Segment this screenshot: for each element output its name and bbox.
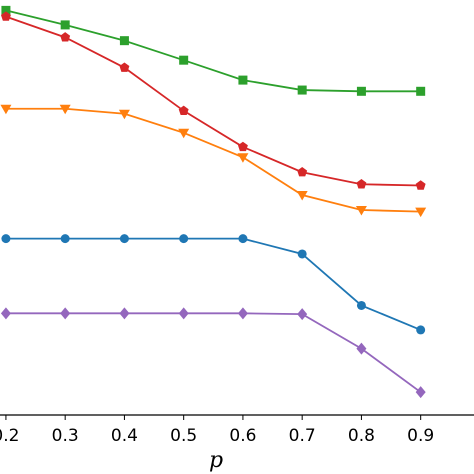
- series-5-point: [60, 307, 71, 320]
- series-5-point: [237, 307, 248, 320]
- series-4-point: [356, 300, 366, 310]
- series-5-point: [356, 342, 367, 355]
- series-5-line: [5, 312, 422, 393]
- series-3-point: [237, 153, 249, 163]
- series-3-point: [178, 128, 190, 139]
- series-layer: [0, 5, 427, 399]
- series-1-point: [238, 75, 248, 85]
- series-4-point: [1, 234, 11, 244]
- series-3-point: [296, 191, 308, 201]
- series-2-point: [60, 32, 71, 42]
- x-tick-label: 0.2: [0, 426, 19, 446]
- series-2-point: [0, 11, 11, 21]
- series-1-point: [179, 55, 189, 65]
- series-1-line: [5, 9, 421, 93]
- x-tick-label: 0.3: [52, 426, 79, 446]
- series-3-line: [5, 107, 421, 213]
- series-5-point: [0, 307, 11, 320]
- series-3-point: [59, 104, 71, 115]
- series-2-point: [415, 180, 426, 190]
- x-tick-label: 0.8: [348, 426, 375, 446]
- series-2-point: [356, 179, 367, 189]
- series-3-point: [415, 207, 427, 218]
- x-tick-label: 0.9: [407, 426, 434, 446]
- series-1-point: [119, 36, 129, 46]
- series-4-point: [179, 234, 189, 244]
- series-3-point: [0, 104, 12, 115]
- x-axis-label: p: [209, 448, 223, 473]
- series-2-point: [297, 167, 308, 177]
- series-1-point: [1, 5, 11, 15]
- series-2-line: [5, 15, 421, 187]
- plot-area: [0, 0, 474, 416]
- series-4-point: [60, 234, 70, 244]
- series-1-point: [297, 85, 307, 95]
- series-2-point: [237, 141, 248, 152]
- series-1-point: [356, 86, 366, 96]
- x-tick-label: 0.5: [170, 426, 197, 446]
- series-4-line: [5, 237, 422, 331]
- series-2: [0, 11, 426, 190]
- series-3-point: [355, 205, 367, 216]
- series-4-point: [238, 234, 248, 244]
- series-1-point: [60, 20, 70, 30]
- series-5-point: [119, 307, 130, 320]
- series-5-point: [178, 307, 189, 320]
- series-5: [0, 307, 426, 399]
- series-3: [0, 104, 427, 218]
- series-1-point: [416, 86, 426, 96]
- x-tick-label: 0.7: [289, 426, 316, 446]
- series-4-point: [119, 234, 129, 244]
- series-5-point: [415, 386, 426, 399]
- series-3-point: [118, 109, 130, 120]
- series-4-point: [416, 325, 426, 335]
- series-2-point: [178, 105, 189, 116]
- x-tick-label: 0.4: [111, 426, 138, 446]
- x-axis-ticks: 0.2 0.3 0.4 0.5 0.6 0.7 0.8 0.9: [0, 415, 434, 446]
- series-1: [1, 5, 426, 96]
- x-tick-label: 0.6: [229, 426, 256, 446]
- series-5-point: [297, 308, 308, 321]
- series-4-point: [297, 249, 307, 259]
- series-2-point: [119, 62, 130, 72]
- series-4: [1, 234, 426, 335]
